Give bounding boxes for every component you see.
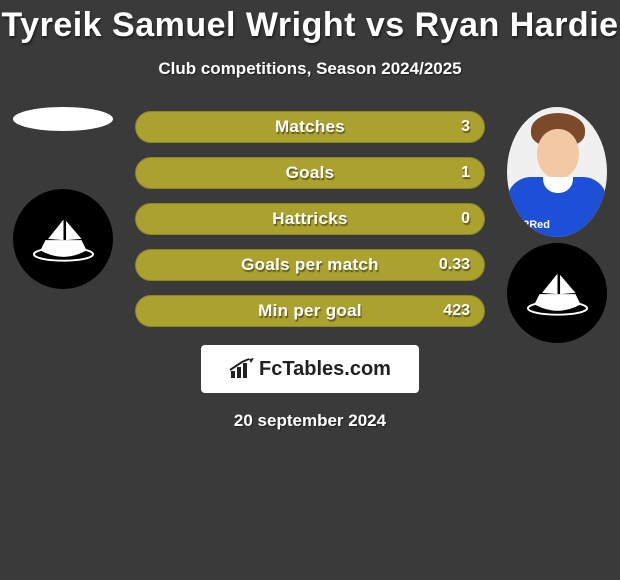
right-club-badge <box>507 243 607 343</box>
stats-bars: Matches 3 Goals 1 Hattricks 0 Goals per … <box>135 107 485 327</box>
stat-value: 3 <box>461 118 470 136</box>
left-player-column <box>8 107 118 289</box>
comparison-subtitle: Club competitions, Season 2024/2025 <box>0 59 620 79</box>
right-player-column: 32Red <box>502 107 612 343</box>
stat-value: 0.33 <box>439 256 470 274</box>
ship-icon <box>525 271 590 316</box>
snapshot-date: 20 september 2024 <box>0 411 620 431</box>
bar-chart-icon <box>229 358 255 380</box>
site-logo-text: FcTables.com <box>259 358 391 381</box>
stat-label: Goals <box>286 163 335 183</box>
stat-label: Min per goal <box>258 301 362 321</box>
stat-bar: Matches 3 <box>135 111 485 143</box>
stat-bar: Min per goal 423 <box>135 295 485 327</box>
site-logo: FcTables.com <box>201 345 419 393</box>
player-face-illustration: 32Red <box>507 107 607 237</box>
stat-bar: Hattricks 0 <box>135 203 485 235</box>
stat-bar: Goals 1 <box>135 157 485 189</box>
stat-value: 0 <box>461 210 470 228</box>
left-club-badge <box>13 189 113 289</box>
stat-label: Goals per match <box>241 255 379 275</box>
stat-bar: Goals per match 0.33 <box>135 249 485 281</box>
comparison-title: Tyreik Samuel Wright vs Ryan Hardie <box>0 0 620 45</box>
stat-label: Matches <box>275 117 345 137</box>
comparison-content: 32Red Matches 3 Goals 1 Hattricks 0 Goal… <box>0 107 620 431</box>
left-player-photo-placeholder <box>13 107 113 131</box>
right-player-photo: 32Red <box>507 107 607 237</box>
stat-value: 423 <box>443 302 470 320</box>
stat-value: 1 <box>461 164 470 182</box>
stat-label: Hattricks <box>272 209 347 229</box>
ship-icon <box>31 217 96 262</box>
